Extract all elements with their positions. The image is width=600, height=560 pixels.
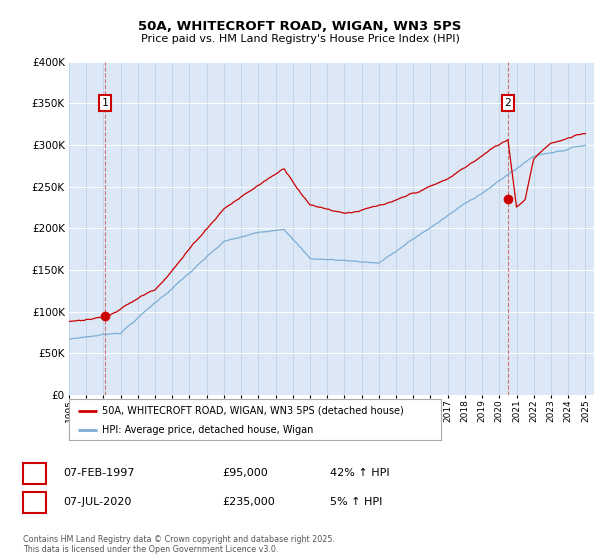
Text: 5% ↑ HPI: 5% ↑ HPI [330,497,382,507]
Text: 42% ↑ HPI: 42% ↑ HPI [330,468,389,478]
Text: £95,000: £95,000 [222,468,268,478]
Text: 50A, WHITECROFT ROAD, WIGAN, WN3 5PS (detached house): 50A, WHITECROFT ROAD, WIGAN, WN3 5PS (de… [103,405,404,416]
Text: 2: 2 [31,497,38,507]
Text: 50A, WHITECROFT ROAD, WIGAN, WN3 5PS: 50A, WHITECROFT ROAD, WIGAN, WN3 5PS [139,20,461,32]
Text: HPI: Average price, detached house, Wigan: HPI: Average price, detached house, Wiga… [103,424,314,435]
Text: 1: 1 [102,98,109,108]
Text: £235,000: £235,000 [222,497,275,507]
Text: 07-JUL-2020: 07-JUL-2020 [63,497,131,507]
Text: 07-FEB-1997: 07-FEB-1997 [63,468,134,478]
Text: 2: 2 [505,98,511,108]
Text: 1: 1 [31,468,38,478]
Text: Contains HM Land Registry data © Crown copyright and database right 2025.
This d: Contains HM Land Registry data © Crown c… [23,535,335,554]
Text: Price paid vs. HM Land Registry's House Price Index (HPI): Price paid vs. HM Land Registry's House … [140,34,460,44]
